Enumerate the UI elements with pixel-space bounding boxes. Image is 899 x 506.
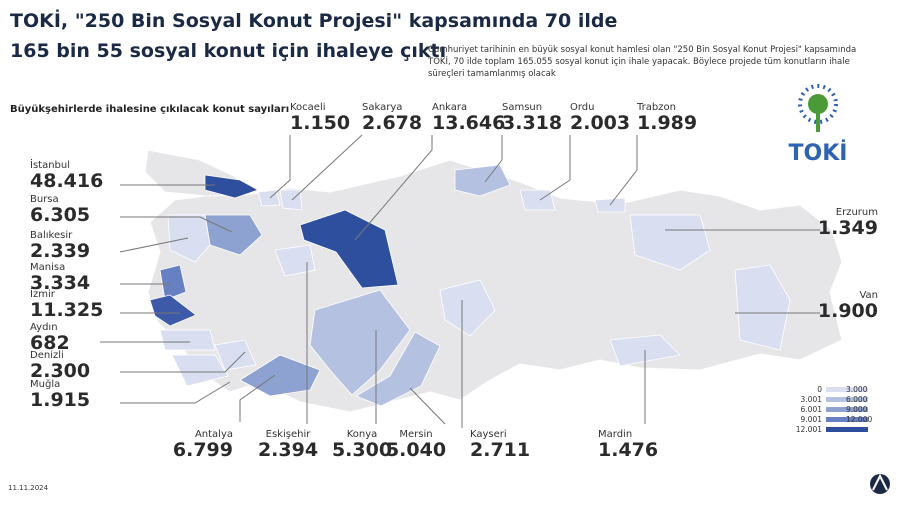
title: 165 bin 55 sosyal konut için ihaleye çık… (10, 40, 447, 62)
leader-line (609, 135, 638, 206)
legend-swatch (826, 427, 868, 432)
leader-line (291, 134, 363, 201)
leader-line (354, 135, 433, 241)
province (171, 354, 229, 387)
province (214, 339, 257, 371)
province-name: İzmir (30, 287, 56, 300)
logo-text: TOKİ (789, 140, 848, 166)
leader-line (120, 381, 231, 404)
province-value: 1.476 (598, 439, 658, 461)
province-name: Kocaeli (290, 102, 326, 113)
province-value: 6.305 (30, 204, 90, 226)
province-value: 1.915 (30, 389, 90, 411)
leader-line (239, 374, 276, 422)
description: Cumhuriyet tarihinin en büyük sosyal kon… (428, 45, 857, 79)
province-value: 682 (30, 332, 70, 354)
province (159, 329, 216, 351)
province-name: Balıkesir (30, 230, 73, 241)
legend-from: 0 (817, 385, 822, 394)
province-name: Erzurum (836, 207, 878, 218)
leader-line (269, 135, 291, 199)
province-value: 2.339 (30, 240, 90, 262)
legend-from: 12.001 (796, 425, 822, 434)
province-name: Denizli (30, 350, 64, 361)
leader-line (119, 237, 189, 253)
province (159, 264, 187, 301)
province-name: Antalya (195, 429, 233, 440)
province-value: 1.150 (290, 112, 350, 134)
aa-logo (870, 473, 890, 494)
province-value: 3.334 (30, 272, 90, 294)
province (309, 289, 411, 396)
province-value: 13.646 (432, 112, 505, 134)
province-name: Kayseri (470, 429, 507, 440)
legend-from: 9.001 (801, 415, 823, 424)
province-value: 5.040 (386, 439, 446, 461)
legend-to: 3.000 (846, 385, 868, 394)
legend-swatch (826, 417, 868, 422)
toki-logo: TOKİ (789, 84, 848, 166)
province-name: Aydın (30, 322, 58, 333)
province (274, 244, 316, 277)
province-value: 1.900 (818, 300, 878, 322)
leader-line (539, 135, 571, 201)
province (734, 264, 791, 351)
province-value: 11.325 (30, 299, 103, 321)
province (167, 214, 211, 263)
province-name: İstanbul (30, 158, 70, 171)
province (279, 189, 303, 211)
province-name: Sakarya (362, 102, 402, 113)
province-value: 2.300 (30, 360, 90, 382)
legend-swatch (826, 387, 868, 392)
province-value: 2.711 (470, 439, 530, 461)
province (439, 279, 496, 337)
province-value: 5.300 (332, 439, 392, 461)
province-name: Van (859, 290, 878, 301)
province-name: Ankara (432, 102, 467, 113)
province-value: 1.349 (818, 217, 878, 239)
legend-to: 12.000 (846, 415, 872, 424)
legend-from: 3.001 (801, 395, 823, 404)
province-name: Eskişehir (266, 429, 312, 440)
province-value: 6.799 (173, 439, 233, 461)
leader-line (120, 351, 246, 373)
province (629, 214, 711, 271)
legend-to: 6.000 (846, 395, 868, 404)
province-name: Konya (347, 429, 378, 440)
leader-line (120, 216, 233, 233)
province-name: Manisa (30, 262, 65, 273)
date: 11.11.2024 (8, 484, 49, 492)
province-name: Bursa (30, 194, 59, 205)
subtitle: Büyükşehirlerde ihalesine çıkılacak konu… (10, 104, 290, 115)
title: TOKİ, "250 Bin Sosyal Konut Projesi" kap… (10, 10, 618, 32)
province-name: Ordu (570, 102, 595, 113)
leader-line (409, 387, 446, 425)
province-name: Mersin (399, 429, 432, 440)
province-name: Mardin (598, 429, 632, 440)
leader-line (484, 135, 503, 183)
province-name: Samsun (502, 102, 542, 113)
province-value: 2.394 (258, 439, 318, 461)
province (519, 189, 556, 211)
province-name: Trabzon (636, 102, 676, 113)
province-value: 1.989 (637, 112, 697, 134)
province-name: Muğla (30, 378, 60, 390)
province (355, 331, 441, 407)
province-value: 48.416 (30, 170, 103, 192)
legend-to: 9.000 (846, 405, 868, 414)
province (299, 209, 399, 289)
legend-swatch (826, 407, 868, 412)
province-value: 2.678 (362, 112, 422, 134)
legend-from: 6.001 (801, 405, 823, 414)
province (204, 174, 259, 199)
province (454, 164, 511, 197)
province-value: 2.003 (570, 112, 630, 134)
legend-swatch (826, 397, 868, 402)
province-value: 3.318 (502, 112, 562, 134)
